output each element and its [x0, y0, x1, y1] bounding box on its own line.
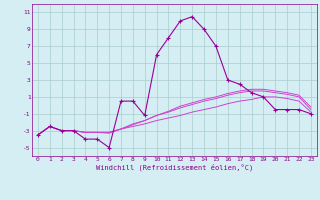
X-axis label: Windchill (Refroidissement éolien,°C): Windchill (Refroidissement éolien,°C): [96, 164, 253, 171]
